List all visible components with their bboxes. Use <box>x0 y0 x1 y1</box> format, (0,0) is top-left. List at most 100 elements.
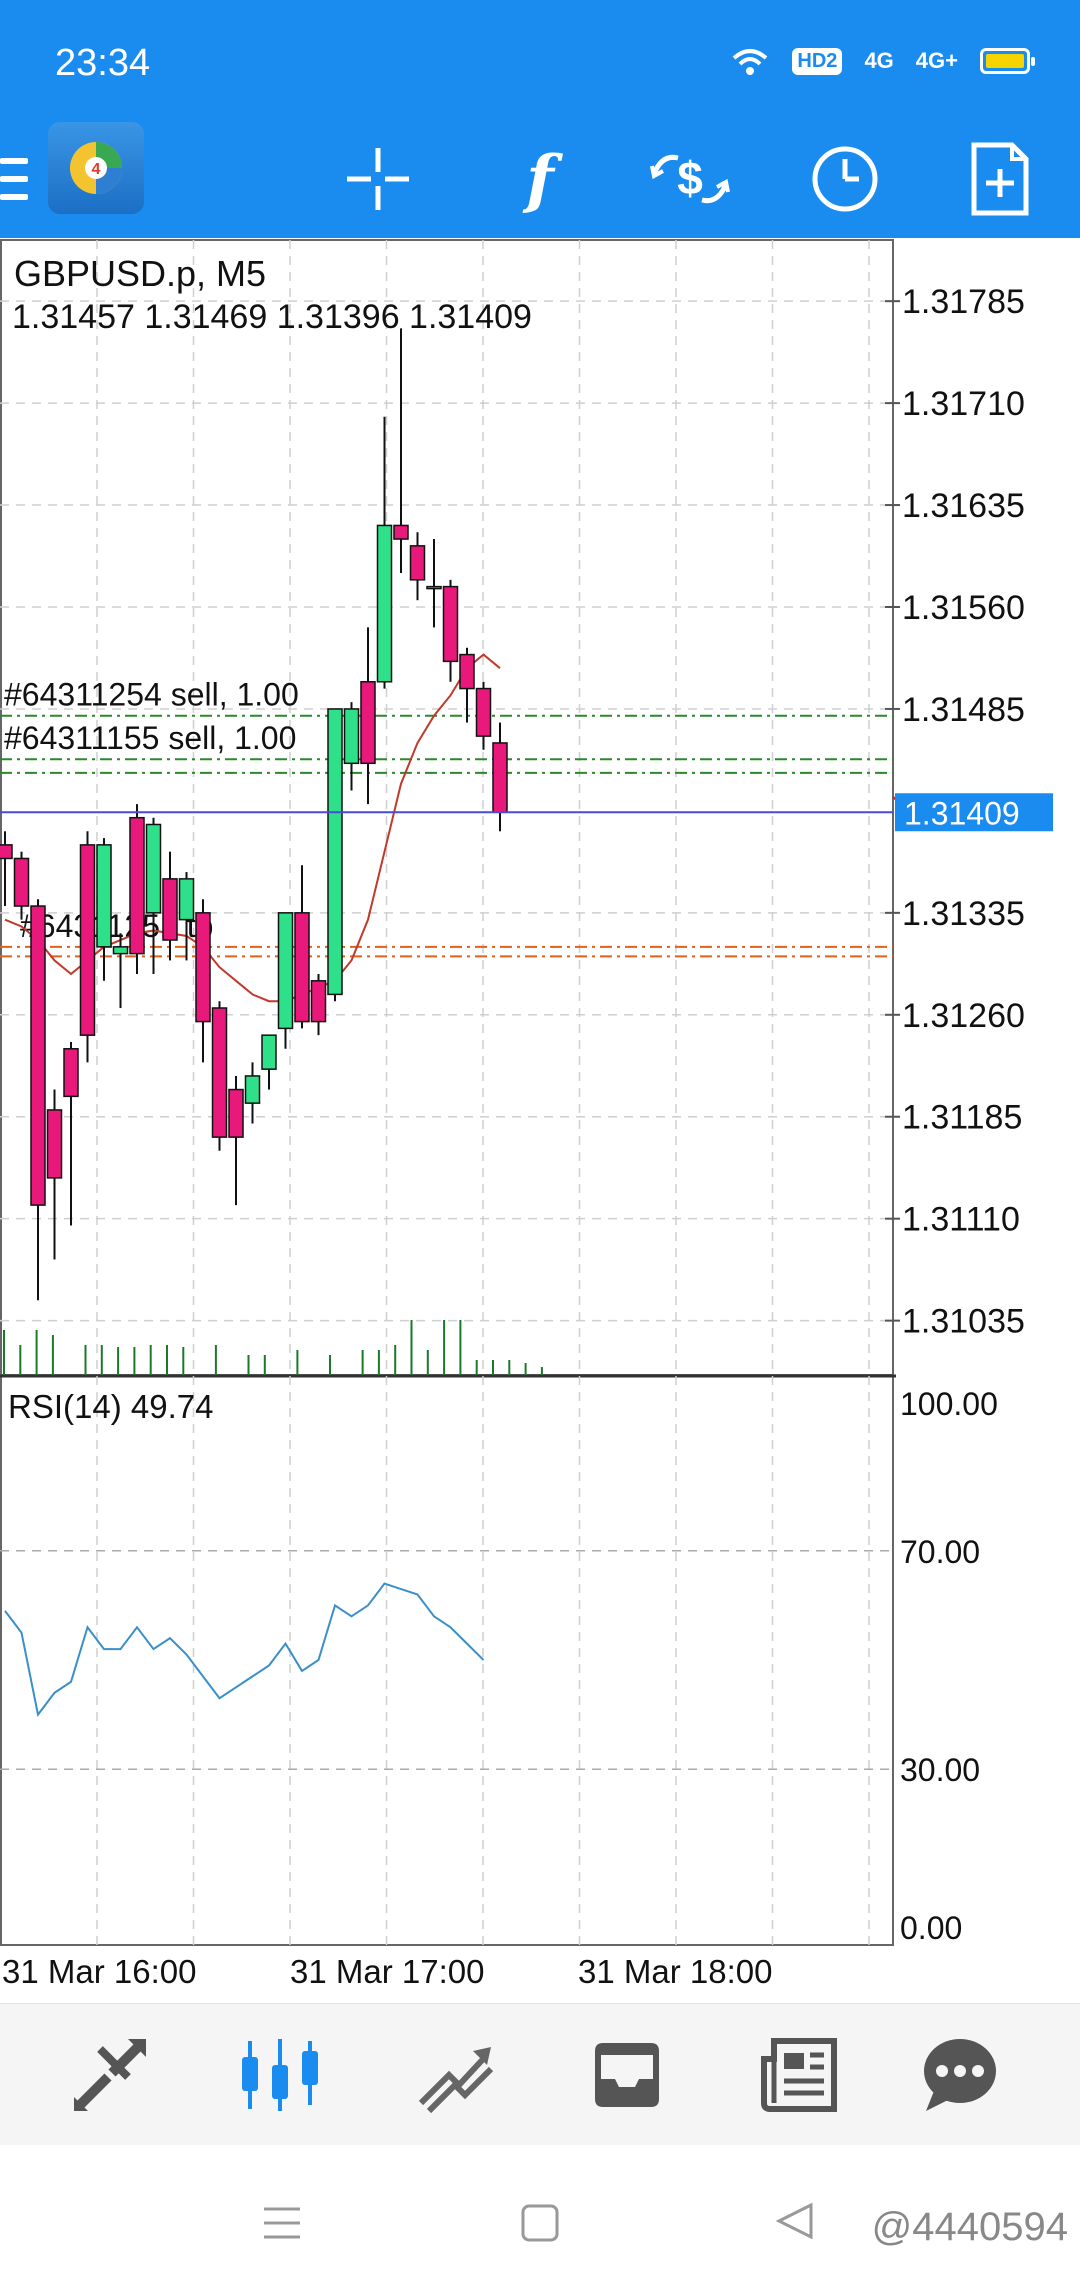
menu-button[interactable] <box>0 120 30 238</box>
candle-body <box>13 857 30 907</box>
candle-body <box>211 1007 228 1138</box>
price-axis-label: 1.31635 <box>902 487 1025 525</box>
price-axis-label: 1.31485 <box>902 691 1025 729</box>
candle-body <box>343 708 360 765</box>
signal-4g-icon: 4G <box>864 48 894 73</box>
svg-text:$: $ <box>677 152 703 204</box>
candle-body <box>261 1034 277 1070</box>
current-price-tag <box>895 793 1053 832</box>
candle-body <box>228 1088 244 1138</box>
time-axis-label: 31 Mar 17:00 <box>290 1953 484 1990</box>
price-axis-label: 1.31260 <box>902 997 1025 1035</box>
signal-4g-plus-icon: 4G+ <box>915 48 958 73</box>
candle-body <box>376 524 393 683</box>
candle <box>96 838 112 981</box>
price-axis-label: 1.31335 <box>902 895 1025 933</box>
candle-body <box>162 878 178 941</box>
candle <box>327 708 343 1002</box>
indicators-icon: f <box>526 141 554 217</box>
candle-body <box>30 905 46 1206</box>
news-icon <box>761 2038 837 2112</box>
candle-body <box>426 585 442 590</box>
candle-body <box>492 742 508 814</box>
chart-area[interactable]: #64311254 sell, 1.00 #64311155 sell, 1.00… <box>0 238 1080 2003</box>
status-icons: HD2 4G 4G+ <box>730 46 1035 76</box>
nav-chart[interactable] <box>200 2004 360 2146</box>
nav-news[interactable] <box>720 2004 880 2146</box>
candle-body <box>393 524 409 540</box>
candle <box>178 872 195 961</box>
trade-button[interactable]: $ <box>648 120 732 238</box>
rsi-axis-label: 0.00 <box>900 1910 962 1946</box>
candle <box>79 831 96 1063</box>
hd-icon: HD2 <box>792 47 843 75</box>
rsi-axis-label: 100.00 <box>900 1386 998 1422</box>
nav-messages[interactable] <box>880 2004 1040 2146</box>
price-chart[interactable]: #64311254 sell, 1.00 #64311155 sell, 1.00… <box>0 238 1080 2003</box>
candle <box>492 722 508 832</box>
candle-body <box>360 681 376 765</box>
candle-body <box>46 1109 63 1179</box>
indicators-button[interactable]: f <box>502 120 578 238</box>
rsi-label: RSI(14) 49.74 <box>8 1388 213 1425</box>
rsi-axis-label: 30.00 <box>900 1752 980 1788</box>
candle <box>459 647 475 723</box>
app-logo[interactable]: 4 <box>48 122 144 214</box>
symbol-label: GBPUSD.p, M5 <box>14 253 266 294</box>
system-nav-bar: @4440594 <box>0 2145 1080 2280</box>
candle-body <box>0 844 13 860</box>
candle <box>13 851 30 920</box>
bottom-nav <box>0 2003 1080 2145</box>
rsi-line <box>4 1582 485 1717</box>
candle <box>343 702 360 791</box>
timeframe-icon <box>812 146 878 212</box>
rsi-chart-frame <box>0 1374 894 1946</box>
order-label: #64311155 sell, 1.00 <box>4 720 296 756</box>
status-time: 23:34 <box>55 42 151 84</box>
main-chart-frame <box>0 239 894 1376</box>
candle-body <box>327 708 343 996</box>
candle <box>442 579 459 682</box>
candle-body <box>459 653 475 690</box>
crosshair-icon <box>347 148 409 210</box>
menu-icon[interactable] <box>262 2205 302 2241</box>
svg-text:4: 4 <box>92 161 101 178</box>
candle <box>145 817 162 975</box>
candle-body <box>145 823 162 914</box>
new-order-button[interactable] <box>960 120 1040 238</box>
candle-body <box>475 687 492 737</box>
nav-history[interactable] <box>547 2004 707 2146</box>
candle-body <box>79 844 96 1036</box>
candle-body <box>244 1075 261 1104</box>
candle <box>244 1062 261 1124</box>
candle <box>277 912 294 1049</box>
candle <box>129 804 145 975</box>
candle <box>0 831 13 907</box>
price-axis-label: 1.31035 <box>902 1303 1025 1341</box>
timeframe-button[interactable] <box>805 120 885 238</box>
candle <box>360 627 376 805</box>
candle-body <box>129 816 145 955</box>
crosshair-button[interactable] <box>340 120 416 238</box>
candle <box>393 328 409 574</box>
order-label: #64311254 sell, 1.00 <box>4 677 299 713</box>
candle-body <box>63 1048 79 1098</box>
ohlc-label: 1.31457 1.31469 1.31396 1.31409 <box>12 298 532 336</box>
candle-body <box>96 844 112 948</box>
rsi-axis-label: 70.00 <box>900 1534 980 1570</box>
home-icon[interactable] <box>520 2203 560 2243</box>
candle-body <box>195 912 211 1023</box>
back-icon[interactable] <box>775 2201 815 2241</box>
watermark: @4440594 <box>871 2205 1068 2249</box>
nav-trade[interactable] <box>375 2004 535 2146</box>
price-axis-label: 1.31185 <box>902 1099 1022 1137</box>
trade-chart-icon <box>418 2047 494 2114</box>
candle <box>261 1034 277 1090</box>
nav-quotes[interactable] <box>30 2004 190 2146</box>
messages-icon <box>924 2039 996 2111</box>
time-axis-label: 31 Mar 16:00 <box>2 1953 196 1990</box>
candle <box>30 899 46 1301</box>
candle <box>211 1001 228 1151</box>
quotes-icon <box>74 2039 146 2111</box>
metatrader-logo-icon: 4 <box>70 142 122 194</box>
